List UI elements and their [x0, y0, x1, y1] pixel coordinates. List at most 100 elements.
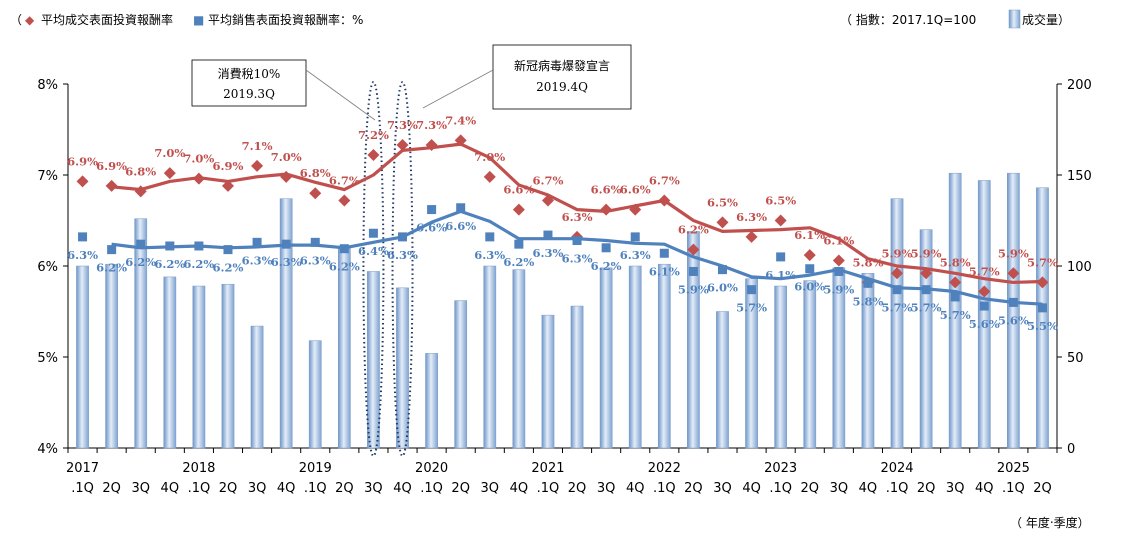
blue-data-label: 5.7% [911, 301, 942, 315]
callout-consumption-tax: 消費稅10% 2019.3Q [191, 59, 376, 121]
blue-square-marker [252, 237, 262, 247]
volume-bar [948, 172, 962, 449]
event-highlight-ellipse [362, 81, 385, 457]
blue-square-marker [601, 243, 611, 253]
red-diamond-marker [105, 179, 118, 192]
blue-data-label: 6.1% [765, 268, 796, 282]
x-quarter-label: 3Q [481, 481, 500, 496]
red-data-label: 7.2% [358, 128, 389, 142]
volume-bar [1036, 187, 1049, 449]
plot-area: 4% 5% 6% 7% 8% 0 50 100 150 200 .1Q 2Q 3Q 4Q .1Q 2Q 3Q 4Q… [37, 78, 1091, 496]
x-quarter-label: 3Q [364, 481, 383, 496]
x-quarter-label: .1Q [188, 481, 211, 496]
callout-pointer [305, 69, 376, 121]
x-quarter-label: 3Q [830, 481, 849, 496]
red-diamond-marker [600, 203, 613, 216]
blue-data-label: 6.2% [329, 260, 360, 274]
red-data-label: 6.1% [794, 228, 825, 242]
blue-square-marker [339, 244, 349, 254]
callout-covid: 新冠病毒爆發宣言 2019.4Q [422, 44, 632, 110]
blue-square-marker [747, 285, 757, 295]
blue-square-marker [630, 232, 640, 242]
x-quarter-label: 3Q [597, 481, 616, 496]
callout-box [191, 59, 307, 107]
red-diamond-marker [541, 194, 554, 207]
red-diamond-marker [338, 194, 351, 207]
red-diamond-marker [221, 179, 234, 192]
x-quarter-label: 4Q [510, 481, 529, 496]
volume-bar [483, 265, 497, 449]
legend-red-marker: ◆ [25, 13, 35, 27]
red-data-label: 7.3% [416, 118, 447, 132]
y-right-tick-label: 0 [1067, 442, 1075, 457]
event-highlight-ellipse [391, 81, 414, 457]
red-diamond-marker [716, 216, 729, 229]
x-year-label: 2023 [764, 461, 797, 476]
volume-bar [774, 285, 788, 449]
callout-pointer [422, 69, 494, 109]
blue-square-marker [398, 232, 408, 242]
red-data-label: 6.5% [765, 194, 796, 208]
volume-bar [977, 180, 991, 449]
blue-square-marker [979, 301, 989, 311]
x-quarter-label: .1Q [420, 481, 443, 496]
blue-data-label: 6.3% [532, 246, 563, 260]
volume-bar [337, 245, 351, 449]
red-diamond-marker [367, 148, 380, 161]
red-data-label: 7.3% [387, 118, 418, 132]
red-diamond-marker [1007, 267, 1020, 280]
volume-bar [163, 276, 177, 449]
blue-square-marker [368, 228, 378, 238]
blue-square-marker [659, 248, 669, 258]
red-data-label: 7.4% [445, 113, 476, 127]
blue-data-label: 6.3% [562, 252, 593, 266]
blue-square-marker [107, 245, 117, 255]
blue-data-label: 6.3% [300, 253, 331, 267]
blue-data-label: 6.2% [183, 257, 214, 271]
red-data-label: 5.7% [969, 264, 1000, 278]
volume-bar [396, 287, 409, 449]
red-diamond-marker [1036, 276, 1049, 289]
blue-data-label: 6.3% [242, 253, 273, 267]
red-diamond-marker [687, 243, 700, 256]
blue-square-marker [543, 230, 553, 240]
red-data-label: 5.8% [940, 255, 971, 269]
unit-note: （ 年度‧季度） [1010, 515, 1090, 530]
blue-square-marker [834, 266, 844, 276]
red-diamond-marker [891, 267, 904, 280]
red-diamond-marker [163, 167, 176, 180]
red-data-label: 7.0% [474, 150, 505, 164]
legend-volume-label: 成交量） [1022, 12, 1070, 27]
blue-data-label: 5.7% [940, 308, 971, 322]
red-data-label: 6.3% [736, 210, 767, 224]
red-data-label: 5.7% [1027, 255, 1058, 269]
blue-square-marker [514, 239, 524, 249]
blue-square-marker [892, 285, 902, 295]
red-diamond-marker [76, 175, 89, 188]
x-quarter-label: 2Q [568, 481, 587, 496]
x-quarter-label: 3Q [248, 481, 267, 496]
blue-data-label: 5.9% [678, 282, 709, 296]
volume-bar [454, 300, 468, 449]
red-diamond-marker [454, 134, 467, 147]
red-diamond-marker [920, 267, 933, 280]
red-diamond-marker [832, 254, 845, 267]
x-quarter-label: 2Q [800, 481, 819, 496]
blue-data-label: 5.6% [998, 313, 1029, 327]
red-diamond-marker [658, 194, 671, 207]
red-data-label: 6.5% [707, 195, 738, 209]
x-year-label: 2020 [415, 461, 448, 476]
volume-bar [745, 278, 758, 449]
x-quarter-label: 2Q [1033, 481, 1052, 496]
red-data-label: 7.0% [271, 150, 302, 164]
red-data-label: 6.9% [67, 154, 98, 168]
y-right-tick-label: 150 [1067, 169, 1092, 184]
blue-square-marker [921, 285, 931, 295]
volume-bar [861, 273, 875, 449]
red-data-label: 6.7% [329, 173, 360, 187]
x-quarter-label: .1Q [769, 481, 792, 496]
red-data-label: 6.2% [678, 223, 709, 237]
blue-square-marker [136, 239, 146, 249]
blue-data-label: 6.3% [67, 248, 98, 262]
x-quarter-label: 4Q [161, 481, 180, 496]
